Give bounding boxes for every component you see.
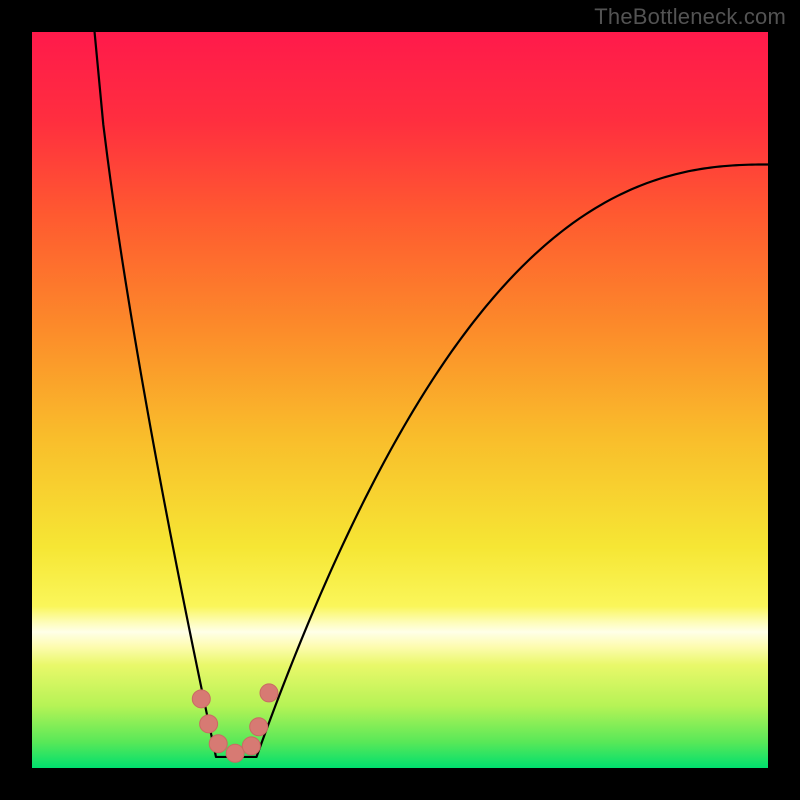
chart-svg <box>0 0 800 800</box>
marker-dot <box>226 744 244 762</box>
marker-dot <box>192 690 210 708</box>
marker-dot <box>209 735 227 753</box>
watermark-text: TheBottleneck.com <box>594 4 786 30</box>
marker-dot <box>242 737 260 755</box>
plot-background <box>32 32 768 768</box>
marker-dot <box>200 715 218 733</box>
marker-dot <box>250 718 268 736</box>
chart-container: TheBottleneck.com <box>0 0 800 800</box>
marker-dot <box>260 684 278 702</box>
